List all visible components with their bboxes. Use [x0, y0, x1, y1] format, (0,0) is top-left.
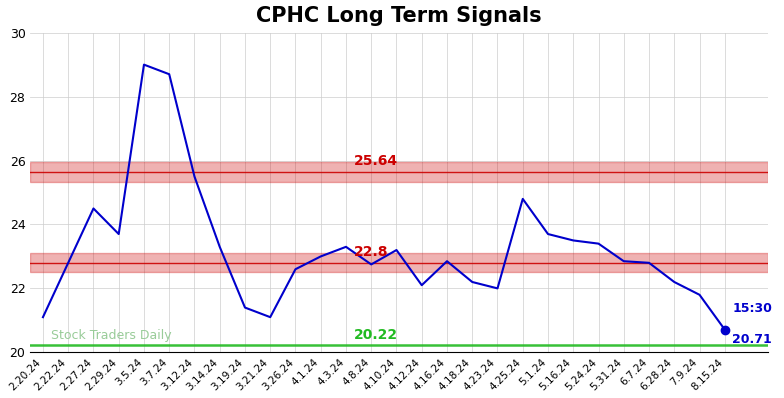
Bar	[31, 253, 768, 272]
Text: 20.71: 20.71	[732, 333, 772, 346]
Text: 25.64: 25.64	[354, 154, 398, 168]
Title: CPHC Long Term Signals: CPHC Long Term Signals	[256, 6, 542, 25]
Text: 22.8: 22.8	[354, 245, 389, 259]
Text: 15:30: 15:30	[732, 302, 772, 315]
Text: 20.22: 20.22	[354, 328, 398, 342]
Text: Stock Traders Daily: Stock Traders Daily	[50, 329, 171, 342]
Bar	[31, 162, 768, 181]
